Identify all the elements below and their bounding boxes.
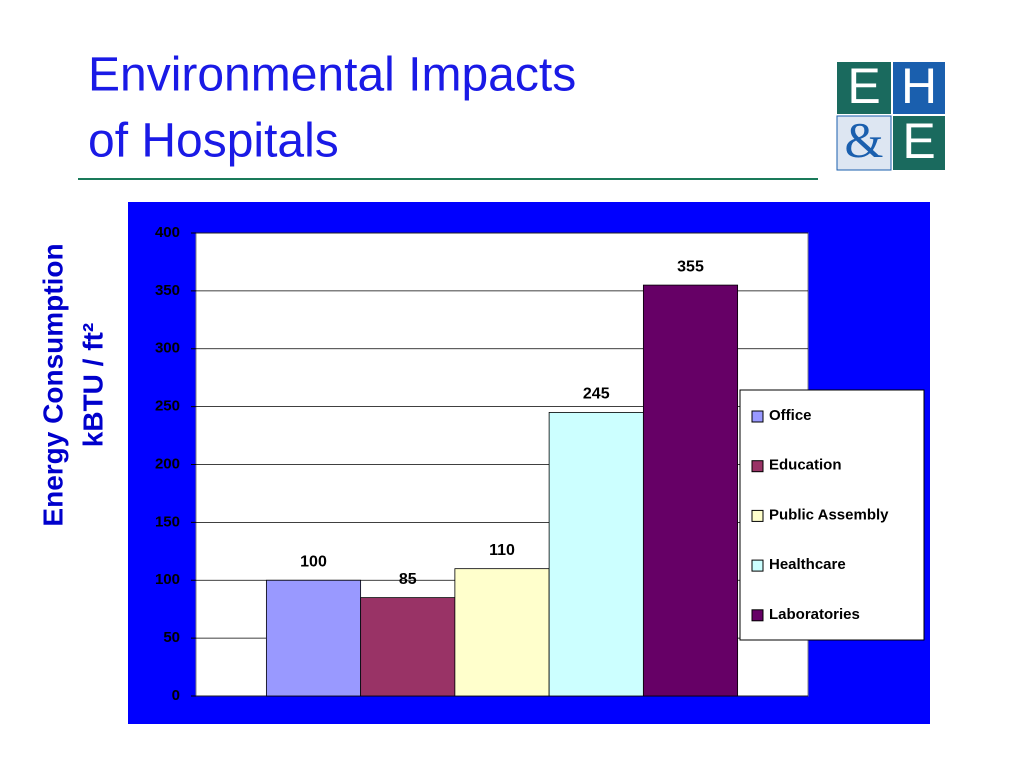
slide-title: Environmental Impacts <box>88 49 576 102</box>
legend-label: Laboratories <box>769 606 860 623</box>
bar <box>454 568 550 697</box>
bar <box>548 412 644 697</box>
logo-letter: E <box>902 113 935 169</box>
y-tick-label: 0 <box>172 687 180 704</box>
y-axis-label: Energy Consumption <box>37 243 68 526</box>
y-tick-label: 50 <box>163 629 180 646</box>
y-tick-label: 400 <box>155 224 180 241</box>
logo: E H & E <box>836 58 945 171</box>
legend-swatch <box>751 559 764 572</box>
data-label: 100 <box>300 553 327 570</box>
y-tick-label: 200 <box>155 455 180 472</box>
data-label: 85 <box>399 571 417 588</box>
logo-box <box>837 62 891 114</box>
bar <box>360 597 456 697</box>
bar <box>265 579 362 697</box>
legend-label: Healthcare <box>769 556 846 573</box>
logo-letter: H <box>901 58 937 114</box>
legend-label: Education <box>769 457 842 474</box>
logo-letter: E <box>847 58 880 114</box>
logo-letter: & <box>845 111 884 167</box>
data-label: 355 <box>677 258 704 275</box>
data-label: 110 <box>489 542 515 559</box>
y-tick-label: 150 <box>155 513 180 530</box>
bar <box>642 284 739 697</box>
legend-swatch <box>751 460 764 473</box>
y-tick-label: 350 <box>155 282 180 299</box>
y-axis-label: kBTU / ft² <box>77 323 108 447</box>
legend-label: Public Assembly <box>769 506 889 523</box>
data-label: 245 <box>583 386 610 403</box>
legend-swatch <box>751 509 764 522</box>
logo-box <box>836 115 892 171</box>
legend-swatch <box>751 609 764 622</box>
legend-label: Office <box>769 407 812 424</box>
y-tick-label: 100 <box>155 571 180 588</box>
y-tick-label: 250 <box>155 398 180 415</box>
logo-box <box>893 116 945 170</box>
slide-title: of Hospitals <box>88 115 339 168</box>
legend-swatch <box>751 410 764 423</box>
logo-box <box>893 62 945 114</box>
y-tick-label: 300 <box>155 340 180 357</box>
legend-box <box>739 389 925 641</box>
